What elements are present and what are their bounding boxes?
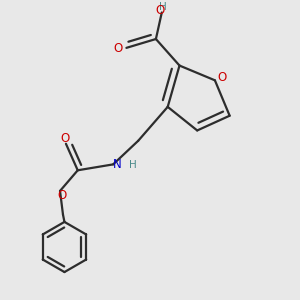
Text: H: H [159, 2, 167, 12]
Text: O: O [218, 71, 227, 84]
Text: O: O [61, 132, 70, 145]
Text: O: O [57, 190, 66, 202]
Text: N: N [113, 158, 122, 171]
Text: O: O [156, 4, 165, 17]
Text: H: H [129, 160, 137, 170]
Text: O: O [113, 42, 123, 55]
